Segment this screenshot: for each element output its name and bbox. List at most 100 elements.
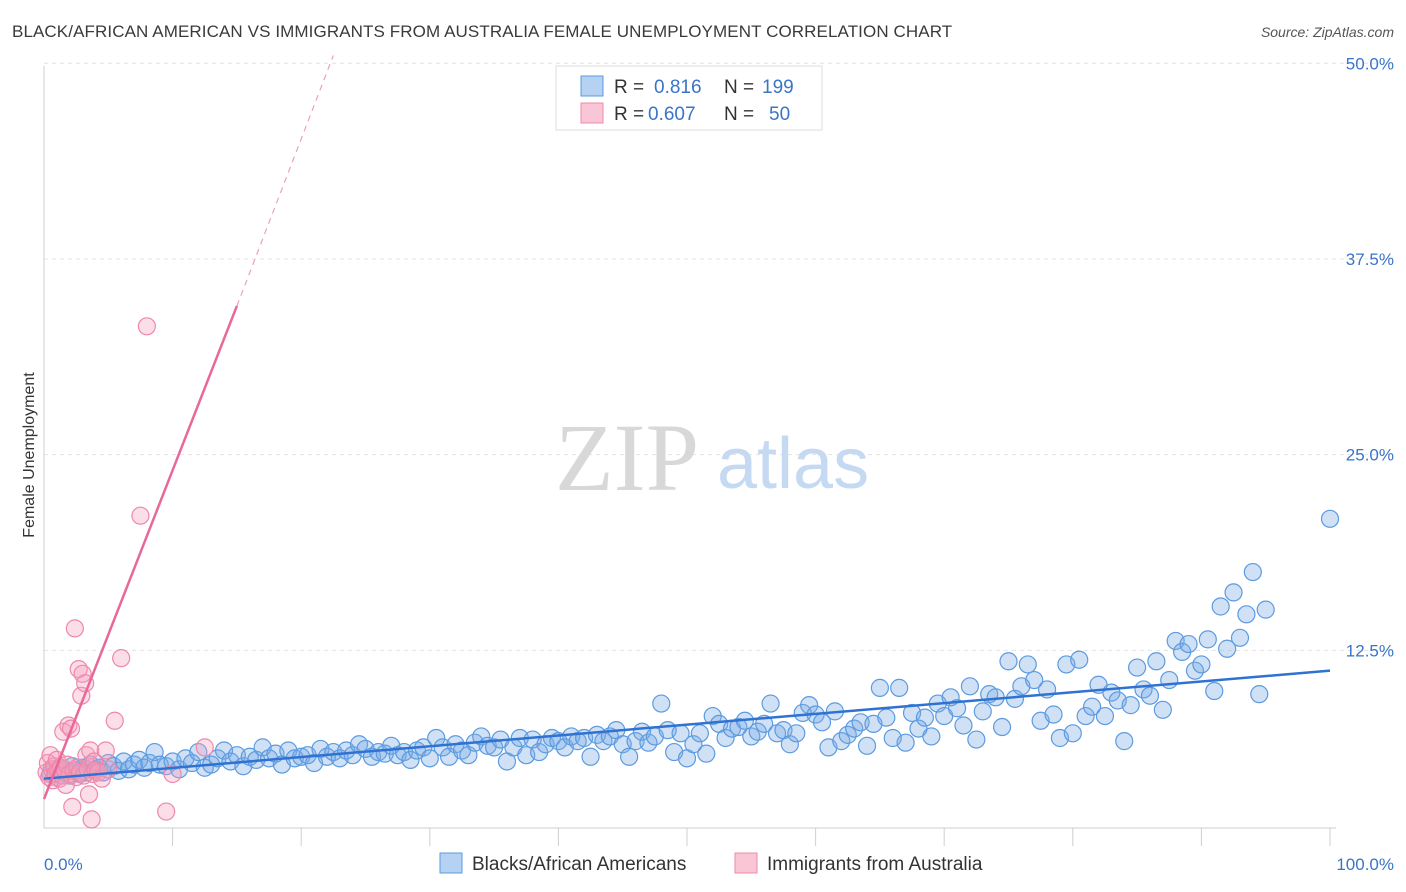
data-point-blacks	[1211, 597, 1230, 616]
series-blacks-points	[41, 509, 1340, 787]
data-point-australia	[81, 741, 100, 760]
data-point-blacks	[620, 747, 639, 766]
trend-lines	[42, 55, 1331, 800]
watermark-zip: ZIP	[555, 404, 699, 511]
data-point-blacks	[690, 724, 709, 743]
bottom-legend-swatch-blue	[439, 852, 463, 874]
trend-line-blacks	[43, 669, 1331, 780]
axes	[43, 66, 1336, 829]
data-point-blacks	[1025, 670, 1044, 690]
data-point-blacks	[947, 699, 967, 718]
data-point-blacks	[1140, 686, 1160, 705]
data-point-blacks	[420, 749, 439, 768]
data-point-blacks	[1218, 639, 1237, 658]
data-point-blacks	[1082, 697, 1102, 716]
data-point-blacks	[896, 733, 915, 752]
source-label: Source: ZipAtlas.com	[1260, 24, 1394, 40]
watermark: ZIP atlas	[555, 404, 869, 511]
data-point-blacks	[1198, 630, 1217, 649]
data-point-blacks	[1160, 670, 1179, 690]
y-tick-labels: 12.5% 25.0% 37.5% 50.0%	[1346, 54, 1394, 660]
data-point-blacks	[999, 652, 1018, 671]
data-point-blacks	[1127, 658, 1147, 677]
data-point-australia	[96, 741, 115, 760]
data-point-blacks	[1179, 634, 1198, 654]
data-point-blacks	[1147, 652, 1166, 671]
data-point-blacks	[401, 750, 420, 770]
data-point-blacks	[1205, 681, 1224, 701]
data-point-blacks	[857, 736, 877, 755]
data-point-australia	[163, 764, 182, 784]
y-tick-label: 50.0%	[1346, 54, 1394, 73]
bottom-legend-swatch-pink	[734, 852, 758, 874]
legend-box: R = 0.816 N = 199 R = 0.607 N = 50	[555, 65, 823, 131]
data-point-blacks	[1153, 700, 1172, 719]
data-point-australia	[112, 649, 131, 668]
data-point-blacks	[1076, 706, 1095, 726]
data-point-blacks	[1256, 600, 1275, 619]
data-point-blacks	[973, 702, 992, 721]
bottom-legend-label-pink: Immigrants from Australia	[767, 854, 983, 875]
data-point-blacks	[780, 735, 799, 754]
data-point-blacks	[1018, 655, 1037, 674]
legend-r-value-blue: 0.816	[654, 77, 702, 98]
data-point-blacks	[922, 727, 941, 746]
data-point-australia	[63, 797, 82, 816]
chart-title: BLACK/AFRICAN AMERICAN VS IMMIGRANTS FRO…	[12, 22, 953, 41]
data-point-blacks	[684, 735, 703, 754]
data-point-blacks	[1115, 732, 1134, 751]
legend-r-label-pink: R =	[614, 104, 644, 125]
legend-r-label-blue: R =	[614, 77, 644, 98]
data-point-blacks	[716, 728, 735, 748]
data-point-blacks	[1243, 562, 1262, 582]
legend-r-value-pink: 0.607	[648, 104, 696, 125]
data-point-blacks	[1070, 650, 1089, 669]
data-point-australia	[85, 752, 104, 771]
data-point-australia	[195, 738, 214, 757]
data-point-australia	[79, 785, 99, 804]
data-point-blacks	[1237, 605, 1256, 624]
data-point-blacks	[960, 677, 980, 696]
legend-n-label-pink: N =	[724, 104, 754, 125]
data-point-blacks	[1224, 583, 1243, 602]
x-tick-label-max: 100.0%	[1336, 855, 1394, 874]
legend-n-value-pink: 50	[769, 104, 790, 125]
data-point-blacks	[1192, 655, 1211, 674]
data-point-blacks	[1250, 685, 1269, 704]
data-point-blacks	[967, 730, 986, 749]
data-point-blacks	[787, 724, 806, 743]
data-point-blacks	[915, 708, 935, 727]
legend-swatch-pink	[580, 102, 604, 124]
trend-line-australia-extension	[236, 55, 334, 307]
x-tick-marks	[172, 828, 1331, 846]
y-tick-label: 37.5%	[1346, 250, 1394, 269]
data-point-blacks	[877, 708, 896, 727]
data-point-australia	[137, 317, 156, 336]
data-point-australia	[131, 506, 150, 525]
data-point-australia	[82, 810, 101, 829]
trend-line-australia	[42, 305, 239, 800]
legend-n-value-blue: 199	[762, 77, 794, 98]
y-axis-label: Female Unemployment	[21, 372, 38, 538]
data-point-blacks	[1320, 509, 1340, 528]
gridlines	[44, 62, 1394, 651]
data-point-australia	[99, 760, 118, 779]
watermark-atlas: atlas	[717, 424, 869, 504]
data-point-blacks	[652, 694, 671, 713]
data-point-blacks	[581, 747, 600, 766]
x-tick-label-min: 0.0%	[44, 855, 83, 874]
data-point-australia	[65, 619, 84, 638]
data-point-blacks	[1230, 628, 1250, 647]
y-tick-label: 12.5%	[1346, 641, 1394, 660]
data-point-blacks	[870, 678, 890, 697]
data-point-blacks	[1095, 706, 1115, 726]
data-point-australia	[157, 802, 176, 821]
data-point-blacks	[1044, 705, 1063, 724]
data-point-blacks	[1063, 724, 1082, 743]
legend-swatch-blue	[580, 75, 604, 97]
data-point-blacks	[954, 716, 973, 735]
y-tick-label: 25.0%	[1346, 446, 1394, 465]
data-point-blacks	[761, 694, 780, 713]
bottom-legend: Blacks/African Americans Immigrants from…	[439, 852, 983, 875]
